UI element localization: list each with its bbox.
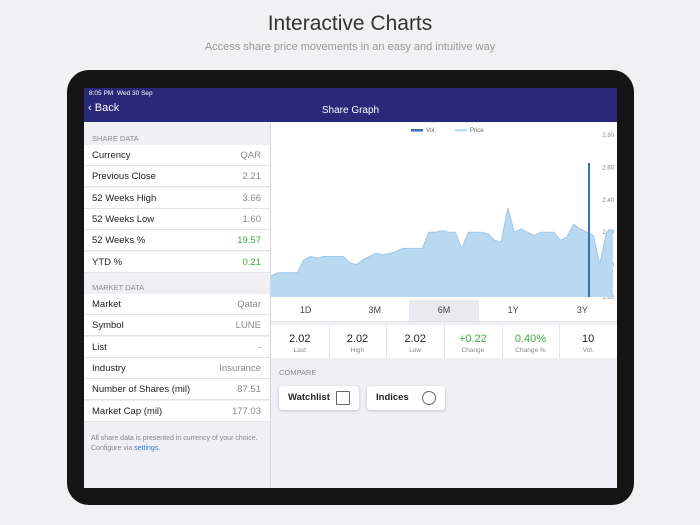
section-heading: COMPARE: [279, 368, 317, 377]
row-value: Insurance: [219, 362, 261, 374]
data-row: 52 Weeks Low 1.60: [84, 208, 270, 230]
row-label: List: [92, 341, 107, 353]
row-label: Symbol: [92, 320, 124, 332]
row-value: 1.60: [242, 213, 262, 225]
stat-label: High: [350, 347, 365, 354]
stat-label: Last: [293, 347, 306, 354]
legend-label: Price: [470, 128, 484, 134]
data-row: YTD % 0.21: [84, 251, 270, 273]
data-row: Symbol LUNE: [84, 315, 270, 337]
stat-label: Low: [409, 347, 422, 354]
stat-cell: 2.02 Low: [386, 325, 445, 358]
stat-label: Vol.: [582, 347, 594, 354]
page-title: Interactive Charts: [267, 12, 433, 35]
footnote: All share data is presented in currency …: [91, 434, 261, 454]
row-value: LUNE: [235, 320, 261, 332]
data-row: Currency QAR: [84, 145, 270, 166]
row-label: YTD %: [92, 256, 123, 268]
stats-row: 2.02 Last 2.02 High 2.02 Low +0.22 Change 0.40% C…: [271, 325, 617, 358]
row-value: Qatar: [237, 299, 261, 310]
stat-cell: +0.22 Change: [444, 325, 503, 358]
back-button[interactable]: ‹ Back: [88, 102, 120, 114]
button-label[interactable]: Watchlist: [288, 392, 330, 403]
data-row: Market Cap (mil) 177.03: [84, 400, 270, 422]
period-tab[interactable]: 3M: [368, 305, 382, 315]
row-value: 0.21: [242, 256, 262, 268]
stat-value: 2.02: [289, 333, 311, 345]
y-tick-label: 1.80: [602, 295, 614, 300]
period-tabs: 1D 3M 6M 1Y 3Y: [271, 300, 617, 322]
row-value: -: [257, 341, 261, 353]
left-panel: SHARE DATA MARKET DATA All share data is…: [84, 123, 271, 488]
row-label: Currency: [92, 150, 131, 161]
period-tab[interactable]: 1Y: [507, 305, 519, 315]
footnote-text: All share data is presented in currency …: [91, 435, 258, 452]
price-area: [271, 207, 613, 297]
screen: 8:05 PM Wed 30 Sep ‹ Back Share Graph SH…: [84, 88, 617, 488]
row-label: Previous Close: [92, 171, 156, 183]
stat-cell: 10 Vol.: [559, 325, 617, 358]
period-tab[interactable]: 3Y: [576, 305, 588, 315]
data-row: Market Qatar: [84, 294, 270, 315]
legend-swatch: [455, 129, 467, 132]
row-label: 52 Weeks %: [92, 235, 146, 247]
row-value: 177.03: [231, 405, 261, 417]
compare-button[interactable]: Watchlist: [279, 386, 359, 410]
row-value: QAR: [240, 150, 261, 161]
settings-link[interactable]: settings.: [134, 445, 161, 452]
y-tick-label: 2.60: [602, 165, 614, 171]
row-label: Market Cap (mil): [92, 405, 163, 417]
legend-swatch: [411, 129, 423, 132]
row-value: 2.21: [242, 171, 262, 183]
button-icon[interactable]: [422, 391, 436, 405]
stat-value: 10: [582, 333, 595, 345]
nav-title: Share Graph: [321, 105, 380, 116]
status-date: Wed 30 Sep: [117, 90, 153, 97]
row-label: 52 Weeks Low: [92, 213, 155, 225]
data-row: 52 Weeks % 19.57: [84, 230, 270, 252]
stat-value: 2.02: [346, 333, 369, 345]
back-label[interactable]: Back: [94, 102, 120, 114]
section-heading: MARKET DATA: [92, 283, 145, 292]
y-tick-label: 2.40: [602, 198, 614, 204]
data-row: List -: [84, 336, 270, 358]
status-time: 8:05 PM: [89, 90, 114, 97]
row-label: 52 Weeks High: [92, 192, 157, 204]
stat-cell: 0.40% Change %: [502, 325, 561, 358]
stat-value: 2.02: [404, 333, 426, 345]
button-label[interactable]: Indices: [376, 392, 409, 403]
legend-label: Vol.: [426, 128, 436, 134]
y-tick-label: 2.80: [602, 133, 614, 139]
row-label: Number of Shares (mil): [92, 384, 191, 396]
data-row: Number of Shares (mil) 87.51: [84, 379, 270, 401]
stat-value: +0.22: [458, 333, 487, 345]
top-bar: [84, 88, 617, 122]
stat-value: 0.40%: [514, 333, 547, 345]
data-row: Previous Close 2.21: [84, 166, 270, 188]
compare-button[interactable]: Indices: [367, 386, 445, 410]
section-heading: SHARE DATA: [92, 134, 139, 143]
row-value: 19.57: [237, 235, 261, 247]
period-tab[interactable]: 1D: [299, 305, 312, 315]
row-label: Industry: [92, 362, 126, 374]
stat-label: Change %: [515, 347, 546, 354]
row-label: Market: [92, 299, 122, 310]
stat-cell: 2.02 Last: [271, 325, 330, 358]
row-value: 87.51: [237, 384, 261, 396]
button-icon[interactable]: [336, 391, 350, 405]
stat-label: Change: [461, 347, 485, 354]
row-value: 3.66: [242, 192, 262, 204]
price-line: [271, 207, 614, 277]
period-tab[interactable]: 6M: [409, 300, 479, 321]
stat-cell: 2.02 High: [329, 325, 388, 358]
page-subtitle: Access share price movements in an easy …: [204, 41, 496, 53]
data-row: 52 Weeks High 3.66: [84, 187, 270, 209]
data-row: Industry Insurance: [84, 357, 270, 379]
